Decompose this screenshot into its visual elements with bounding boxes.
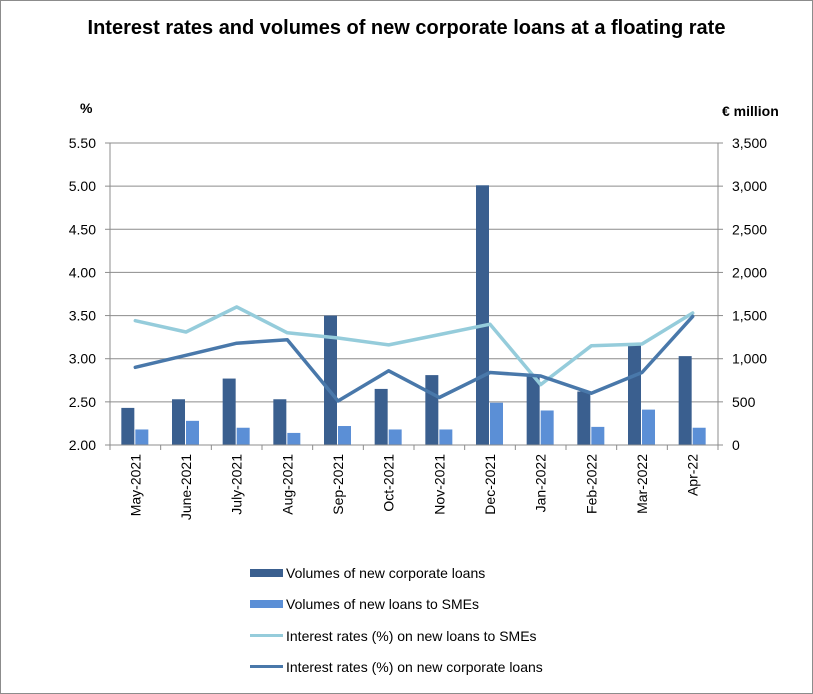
bar-sme-volume (692, 427, 706, 445)
y-tick-label-right: 3,500 (732, 135, 767, 151)
bar-sme-volume (287, 432, 301, 445)
legend-swatch-sme-volume (250, 600, 283, 608)
x-tick-label: Oct-2021 (381, 454, 397, 512)
bar-corporate-volume (476, 185, 489, 445)
x-tick-label: Aug-2021 (279, 454, 295, 515)
x-tick-label: May-2021 (127, 454, 143, 516)
chart-title: Interest rates and volumes of new corpor… (87, 17, 726, 39)
y-tick-label-left: 4.50 (69, 221, 96, 237)
x-tick-label: June-2021 (178, 454, 194, 520)
bar-corporate-volume (222, 378, 236, 445)
bar-corporate-volume (425, 375, 439, 445)
x-tick-label: Feb-2022 (583, 454, 599, 514)
bar-sme-volume (388, 429, 402, 445)
bar-sme-volume (135, 429, 149, 445)
line-sme-rate (133, 305, 695, 387)
y-tick-label-right: 2,000 (732, 264, 767, 280)
bar-sme-volume (439, 429, 453, 445)
bar-corporate-volume (577, 391, 591, 445)
left-axis-unit: % (80, 100, 93, 116)
x-tick-label: July-2021 (229, 454, 245, 515)
bar-sme-volume (591, 426, 605, 445)
legend-swatch-corporate-rate (250, 665, 283, 668)
legend-label-corporate-rate: Interest rates (%) on new corporate loan… (286, 659, 543, 675)
bar-corporate-volume (374, 388, 388, 445)
bar-corporate-volume (172, 399, 185, 445)
bar-corporate-volume (273, 399, 287, 445)
bar-sme-volume (186, 420, 199, 445)
x-tick-label: Apr-22 (685, 454, 701, 496)
y-tick-label-left: 5.50 (69, 135, 96, 151)
legend-label-corporate-volume: Volumes of new corporate loans (286, 565, 486, 581)
bar-corporate-volume (678, 356, 692, 445)
legend-swatch-corporate-volume (250, 569, 283, 577)
line-corporate-rate (133, 314, 695, 403)
right-axis-unit: € million (722, 103, 779, 119)
legend-label-sme-rate: Interest rates (%) on new loans to SMEs (286, 628, 537, 644)
legend-label-sme-volume: Volumes of new loans to SMEs (286, 596, 479, 612)
y-tick-label-right: 2,500 (732, 221, 767, 237)
x-tick-label: Jan-2022 (533, 454, 549, 513)
y-tick-label-left: 3.00 (69, 351, 96, 367)
x-tick-label: Dec-2021 (482, 454, 498, 515)
y-tick-label-left: 5.00 (69, 178, 96, 194)
x-tick-label: Mar-2022 (634, 454, 650, 514)
bar-corporate-volume (121, 407, 135, 445)
x-tick-label: Sep-2021 (330, 454, 346, 515)
bar-sme-volume (236, 427, 250, 445)
bar-sme-volume (490, 402, 503, 445)
x-tick-label: Nov-2021 (431, 454, 447, 515)
y-tick-label-right: 1,500 (732, 308, 767, 324)
bar-sme-volume (642, 409, 655, 445)
bar-sme-volume (540, 410, 554, 445)
y-tick-label-right: 3,000 (732, 178, 767, 194)
y-tick-label-right: 0 (732, 437, 740, 453)
bar-corporate-volume (628, 344, 641, 445)
y-tick-label-left: 2.00 (69, 437, 96, 453)
bar-sme-volume (338, 426, 351, 445)
bar-corporate-volume (526, 375, 540, 445)
y-tick-label-left: 4.00 (69, 264, 96, 280)
y-tick-label-right: 1,000 (732, 351, 767, 367)
legend-swatch-sme-rate (250, 634, 283, 637)
y-tick-label-right: 500 (732, 394, 756, 410)
y-tick-label-left: 3.50 (69, 308, 96, 324)
y-tick-label-left: 2.50 (69, 394, 96, 410)
bar-corporate-volume (324, 315, 337, 445)
